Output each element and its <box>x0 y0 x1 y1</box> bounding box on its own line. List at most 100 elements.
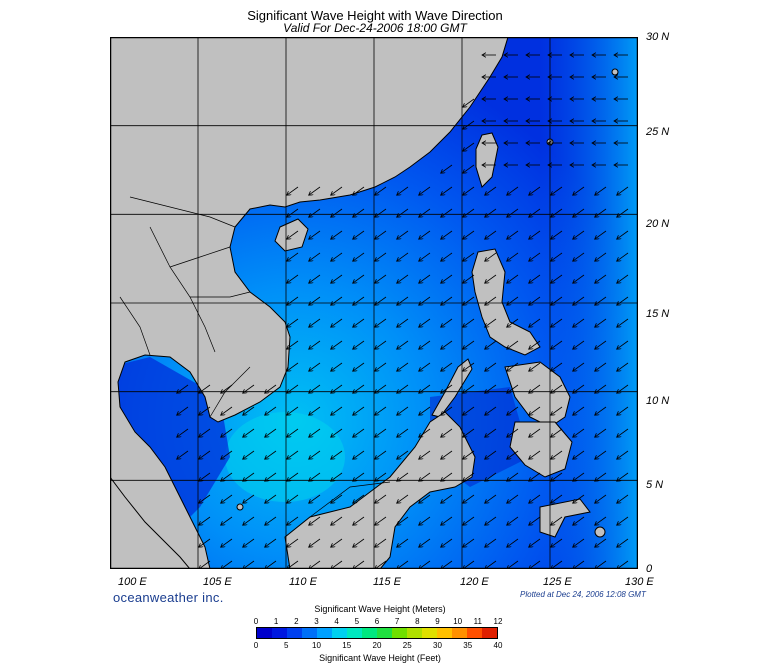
wave-arrow <box>419 318 431 327</box>
land-luzon <box>471 248 541 356</box>
wave-max-area <box>225 412 345 502</box>
wave-arrow <box>485 296 497 305</box>
wave-arrow <box>441 538 453 547</box>
wave-arrow <box>529 362 541 371</box>
wave-direction-arrows <box>177 55 629 569</box>
wave-arrow <box>265 384 277 393</box>
wave-arrow <box>441 362 453 371</box>
wave-arrow <box>419 516 431 525</box>
wave-arrow <box>353 428 365 437</box>
wave-arrow <box>265 428 277 437</box>
colorbar-swatch <box>467 628 482 638</box>
legend-tick: 0 <box>253 617 259 626</box>
wave-arrow <box>287 208 299 217</box>
wave-arrow <box>617 274 629 283</box>
legend-tick: 25 <box>402 641 412 650</box>
wave-arrow <box>485 186 497 195</box>
wave-arrow <box>573 318 585 327</box>
wave-arrow <box>287 296 299 305</box>
wave-arrow <box>375 384 387 393</box>
wave-arrow <box>551 274 563 283</box>
wave-arrow <box>573 230 585 239</box>
map-border <box>110 37 638 569</box>
wave-arrow <box>551 318 563 327</box>
wave-arrow <box>595 186 607 195</box>
wave-arrow <box>287 186 299 195</box>
colorbar-swatch <box>347 628 362 638</box>
wave-arrow <box>441 274 453 283</box>
wave-arrow <box>375 230 387 239</box>
wave-arrow <box>309 472 321 481</box>
wave-arrow <box>331 340 343 349</box>
wave-arrow <box>331 362 343 371</box>
wave-arrow <box>287 274 299 283</box>
wave-arrow <box>287 384 299 393</box>
wave-arrow <box>441 164 453 173</box>
land-taiwan <box>475 132 499 188</box>
plotted-timestamp: Plotted at Dec 24, 2006 12:08 GMT <box>520 590 646 599</box>
wave-arrow <box>573 186 585 195</box>
legend-tick: 35 <box>463 641 473 650</box>
wave-arrow <box>551 538 563 547</box>
wave-arrow <box>287 538 299 547</box>
legend-tick: 10 <box>453 617 463 626</box>
legend-tick: 0 <box>253 641 259 650</box>
wave-arrow <box>595 384 607 393</box>
wave-arrow <box>397 230 409 239</box>
wave-arrow <box>419 274 431 283</box>
wave-arrow <box>177 384 189 393</box>
colorbar-swatch <box>392 628 407 638</box>
wave-arrow <box>507 450 519 459</box>
wave-arrow <box>617 186 629 195</box>
wave-arrow <box>617 494 629 503</box>
wave-arrow <box>397 340 409 349</box>
wave-arrow <box>309 274 321 283</box>
wave-arrow <box>243 494 255 503</box>
wave-arrow <box>529 230 541 239</box>
wave-arrow <box>309 450 321 459</box>
wave-arrow <box>419 296 431 305</box>
wave-arrow <box>331 252 343 261</box>
wave-arrow <box>309 362 321 371</box>
wave-arrow <box>441 384 453 393</box>
wave-arrow <box>573 340 585 349</box>
legend-tick: 1 <box>273 617 279 626</box>
wave-arrow <box>331 538 343 547</box>
land-hainan <box>274 218 309 252</box>
wave-arrow <box>419 384 431 393</box>
legend-colorbar <box>256 627 498 639</box>
colorbar-swatch <box>332 628 347 638</box>
wave-arrow <box>617 208 629 217</box>
wave-arrow <box>507 340 519 349</box>
wave-arrow <box>573 516 585 525</box>
wave-arrow <box>595 428 607 437</box>
wave-arrow <box>199 472 211 481</box>
wave-arrow <box>353 296 365 305</box>
wave-arrow <box>331 428 343 437</box>
wave-arrow <box>529 340 541 349</box>
wave-arrow <box>199 428 211 437</box>
wave-arrow <box>221 472 233 481</box>
wave-arrow <box>375 362 387 371</box>
wave-arrow <box>221 384 233 393</box>
wave-arrow <box>375 406 387 415</box>
wave-arrow <box>573 384 585 393</box>
wave-arrow <box>529 406 541 415</box>
legend-tick: 2 <box>294 617 299 626</box>
wave-arrow <box>353 538 365 547</box>
legend-tick: 3 <box>314 617 319 626</box>
wave-arrow <box>353 406 365 415</box>
wave-arrow <box>397 494 409 503</box>
wave-arrow <box>331 230 343 239</box>
wave-arrow <box>529 208 541 217</box>
wave-arrow <box>287 494 299 503</box>
wave-arrow <box>243 428 255 437</box>
wave-arrow <box>595 252 607 261</box>
wave-arrow <box>287 340 299 349</box>
wave-arrow <box>617 538 629 547</box>
map-subtitle: Valid For Dec-24-2006 18:00 GMT <box>283 21 467 35</box>
lon-label-110e: 110 E <box>289 576 317 588</box>
wave-arrow <box>441 494 453 503</box>
wave-arrow <box>485 406 497 415</box>
wave-arrow <box>573 362 585 371</box>
